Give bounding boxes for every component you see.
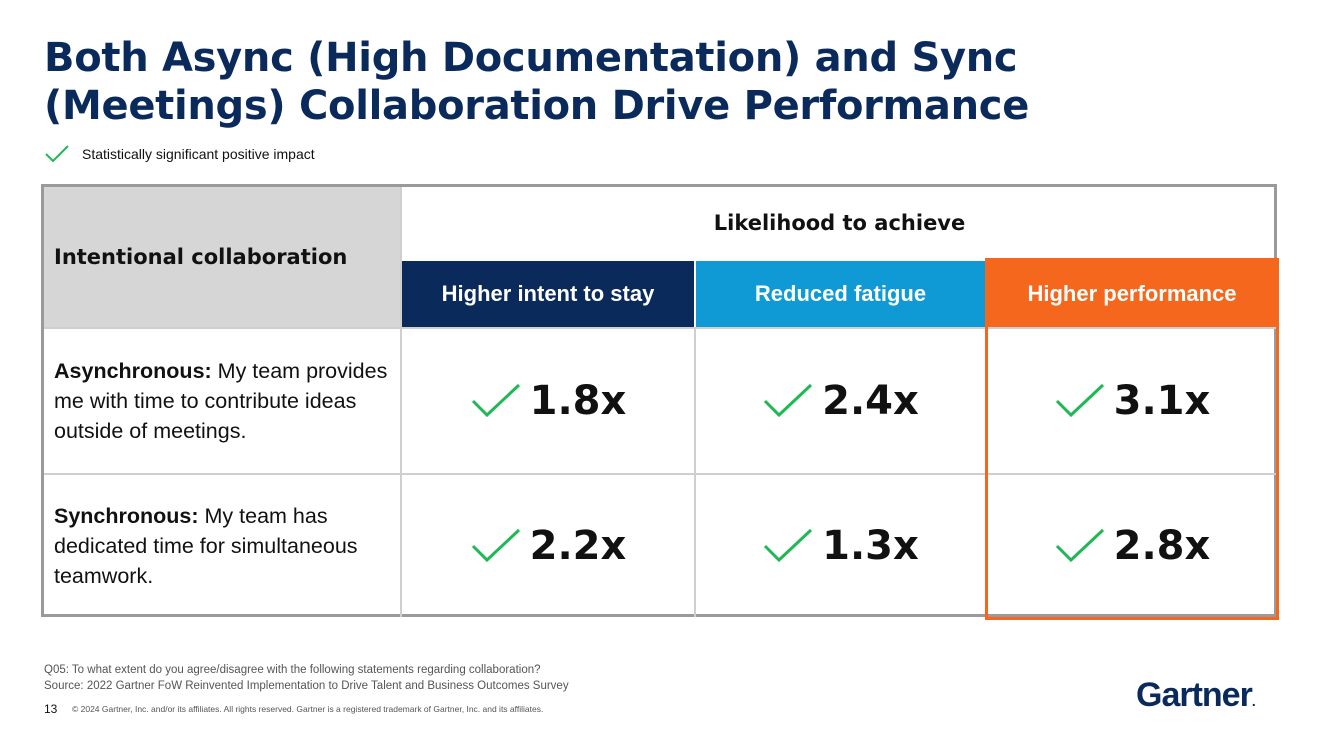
group-header: Likelihood to achieve bbox=[713, 211, 966, 235]
page-number: 13 bbox=[44, 702, 58, 716]
checkmark-icon bbox=[764, 383, 813, 418]
legend-text: Statistically significant positive impac… bbox=[82, 146, 315, 162]
value-cell: 3.1x bbox=[987, 329, 1277, 473]
row-lead: Asynchronous: bbox=[54, 359, 212, 383]
value-cell: 1.3x bbox=[696, 475, 985, 617]
column-header-intent-to-stay: Higher intent to stay bbox=[402, 261, 694, 327]
checkmark-icon bbox=[471, 528, 520, 563]
row-lead: Synchronous: bbox=[54, 504, 199, 528]
grid-divider bbox=[400, 187, 402, 617]
value-text: 2.2x bbox=[529, 523, 627, 569]
row-header: Intentional collaboration bbox=[44, 187, 402, 327]
survey-question: Q05: To what extent do you agree/disagre… bbox=[44, 664, 541, 676]
checkmark-icon bbox=[764, 528, 813, 563]
logo-mark: . bbox=[1251, 693, 1256, 709]
significance-legend: Statistically significant positive impac… bbox=[44, 144, 315, 164]
column-header-reduced-fatigue: Reduced fatigue bbox=[696, 261, 985, 327]
row-description: My team has dedicated time for simultane… bbox=[54, 504, 358, 588]
footnote: Q05: To what extent do you agree/disagre… bbox=[44, 662, 569, 694]
logo-text: Gartner bbox=[1136, 676, 1253, 714]
value-text: 1.3x bbox=[822, 523, 919, 569]
row-label-asynchronous: Asynchronous: My team provides me with t… bbox=[54, 329, 394, 473]
checkmark-icon bbox=[45, 145, 69, 163]
value-cell: 2.8x bbox=[987, 475, 1277, 617]
row-label-synchronous: Synchronous: My team has dedicated time … bbox=[54, 475, 394, 617]
value-text: 3.1x bbox=[1113, 378, 1211, 424]
checkmark-icon bbox=[1055, 528, 1104, 563]
value-cell: 2.4x bbox=[696, 329, 985, 473]
grid-divider bbox=[694, 327, 696, 617]
value-cell: 1.8x bbox=[402, 329, 694, 473]
column-header-higher-performance: Higher performance bbox=[987, 261, 1277, 327]
grid-divider bbox=[44, 473, 1277, 475]
checkmark-icon bbox=[471, 383, 520, 418]
page-title: Both Async (High Documentation) and Sync… bbox=[44, 35, 1030, 129]
checkmark-icon bbox=[1055, 383, 1104, 418]
results-table: Intentional collaboration Likelihood to … bbox=[41, 184, 1277, 617]
row-description: My team provides me with time to contrib… bbox=[54, 359, 388, 443]
survey-source: Source: 2022 Gartner FoW Reinvented Impl… bbox=[44, 680, 569, 692]
value-text: 2.4x bbox=[822, 378, 919, 424]
grid-divider bbox=[44, 327, 1277, 329]
gartner-logo: Gartner. bbox=[1136, 676, 1256, 715]
value-text: 2.8x bbox=[1113, 523, 1211, 569]
copyright: © 2024 Gartner, Inc. and/or its affiliat… bbox=[72, 704, 544, 714]
value-cell: 2.2x bbox=[402, 475, 694, 617]
value-text: 1.8x bbox=[529, 378, 627, 424]
